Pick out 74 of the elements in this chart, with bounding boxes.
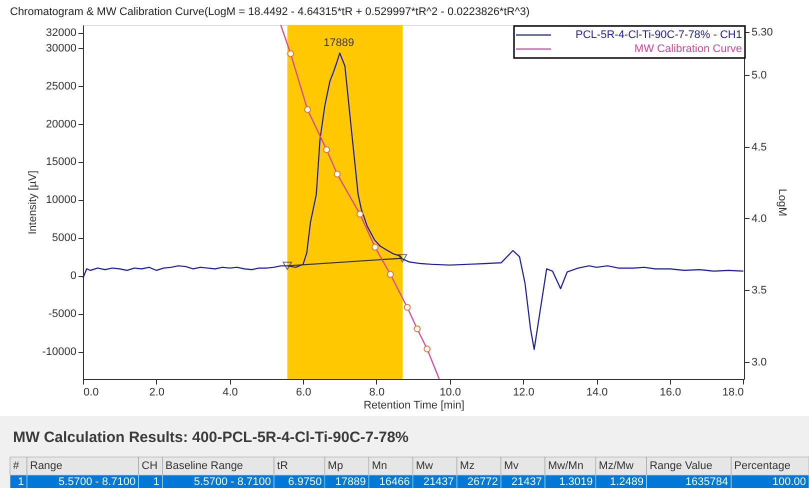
text: 21437 <box>423 476 454 488</box>
text: tR <box>277 460 288 472</box>
text: Mw <box>416 460 434 472</box>
text: Range <box>30 460 62 472</box>
text: Mz/Mw <box>598 460 634 472</box>
y-tick-label: 32000 <box>46 27 76 40</box>
y-tick-label: 20000 <box>46 118 76 130</box>
y2-tick-label: 5.30 <box>752 26 773 39</box>
x-tick-label: 6.0 <box>296 386 312 398</box>
y2-tick-label: 4.5 <box>752 141 767 154</box>
text: 1.3019 <box>559 476 593 488</box>
point <box>404 304 411 311</box>
y2-tick-label: 3.5 <box>752 284 767 297</box>
chart-title: Chromatogram & MW Calibration Curve(LogM = 18.4492 - 4.64315*tR + 0.529997*tR^2 - 0.0223826*tR^3) <box>10 6 530 18</box>
y-tick-label: 30000 <box>46 42 76 54</box>
point <box>356 210 364 218</box>
x-axis-title: Retention Time [min] <box>364 400 464 412</box>
text: Mw/Mn <box>548 460 584 472</box>
text: 100.00 <box>772 476 806 488</box>
x-tick-label: 16.0 <box>660 386 682 398</box>
text: Mn <box>372 460 388 472</box>
y-tick-label: -5000 <box>48 308 76 320</box>
text: # <box>13 460 20 472</box>
text: MW Calibration Curve <box>634 43 742 55</box>
point <box>287 50 294 58</box>
y-axis-title: Intensity [µV] <box>27 170 40 234</box>
text: Baseline Range <box>165 460 244 472</box>
point <box>334 170 341 178</box>
text: 1 <box>153 476 160 488</box>
point <box>386 270 394 278</box>
text: 17889 <box>335 476 366 488</box>
text: 5.5700 - 8.7100 <box>58 476 136 488</box>
text: 1.2489 <box>610 476 644 488</box>
text: Mv <box>504 460 520 472</box>
y2-axis-title: LogM <box>776 188 788 216</box>
text: MW Calculation Results: 400-PCL-5R-4-Cl-Ti-90C-7-78% <box>13 429 409 446</box>
text: Percentage <box>734 460 790 472</box>
text: CH <box>142 460 158 472</box>
x-tick-label: 18.0 <box>722 386 744 398</box>
text: 6.9750 <box>288 476 322 488</box>
text: Mz <box>460 460 475 472</box>
point <box>323 146 330 154</box>
text: 1635784 <box>685 476 728 488</box>
y-tick-label: 0 <box>70 270 76 282</box>
text: Mp <box>328 460 344 472</box>
x-tick-label: 0.0 <box>84 386 99 398</box>
x-tick-label: 12.0 <box>512 386 534 398</box>
x-tick-label: 10.0 <box>440 386 462 398</box>
text: 5.5700 - 8.7100 <box>194 476 272 488</box>
y2-tick-label: 5.0 <box>752 70 767 82</box>
point <box>304 106 311 114</box>
text: Range Value <box>650 460 712 472</box>
y-tick-label: 5000 <box>52 232 76 244</box>
line-series <box>82 52 744 350</box>
line-series <box>280 24 440 380</box>
point <box>424 345 431 352</box>
x-tick-label: 14.0 <box>586 386 608 398</box>
point <box>372 244 378 251</box>
text: 26772 <box>467 476 498 488</box>
x-tick-label: 4.0 <box>222 386 238 398</box>
y2-tick-label: 4.0 <box>752 212 767 225</box>
text: 21437 <box>511 476 542 488</box>
y-tick-label: 25000 <box>46 80 76 92</box>
x-tick-label: 2.0 <box>149 386 165 398</box>
y-tick-label: -10000 <box>42 346 76 358</box>
y2-tick-label: 3.0 <box>752 356 767 368</box>
x-tick-label: 8.0 <box>369 386 385 398</box>
annotation: 17889 <box>324 37 354 50</box>
y-tick-label: 10000 <box>46 194 76 206</box>
text: 16466 <box>379 476 410 488</box>
y-tick-label: 15000 <box>46 156 76 168</box>
text: 1 <box>18 476 24 488</box>
point <box>414 325 421 332</box>
legend-label: PCL-5R-4-Cl-Ti-90C-7-78% - CH1 <box>576 29 742 41</box>
